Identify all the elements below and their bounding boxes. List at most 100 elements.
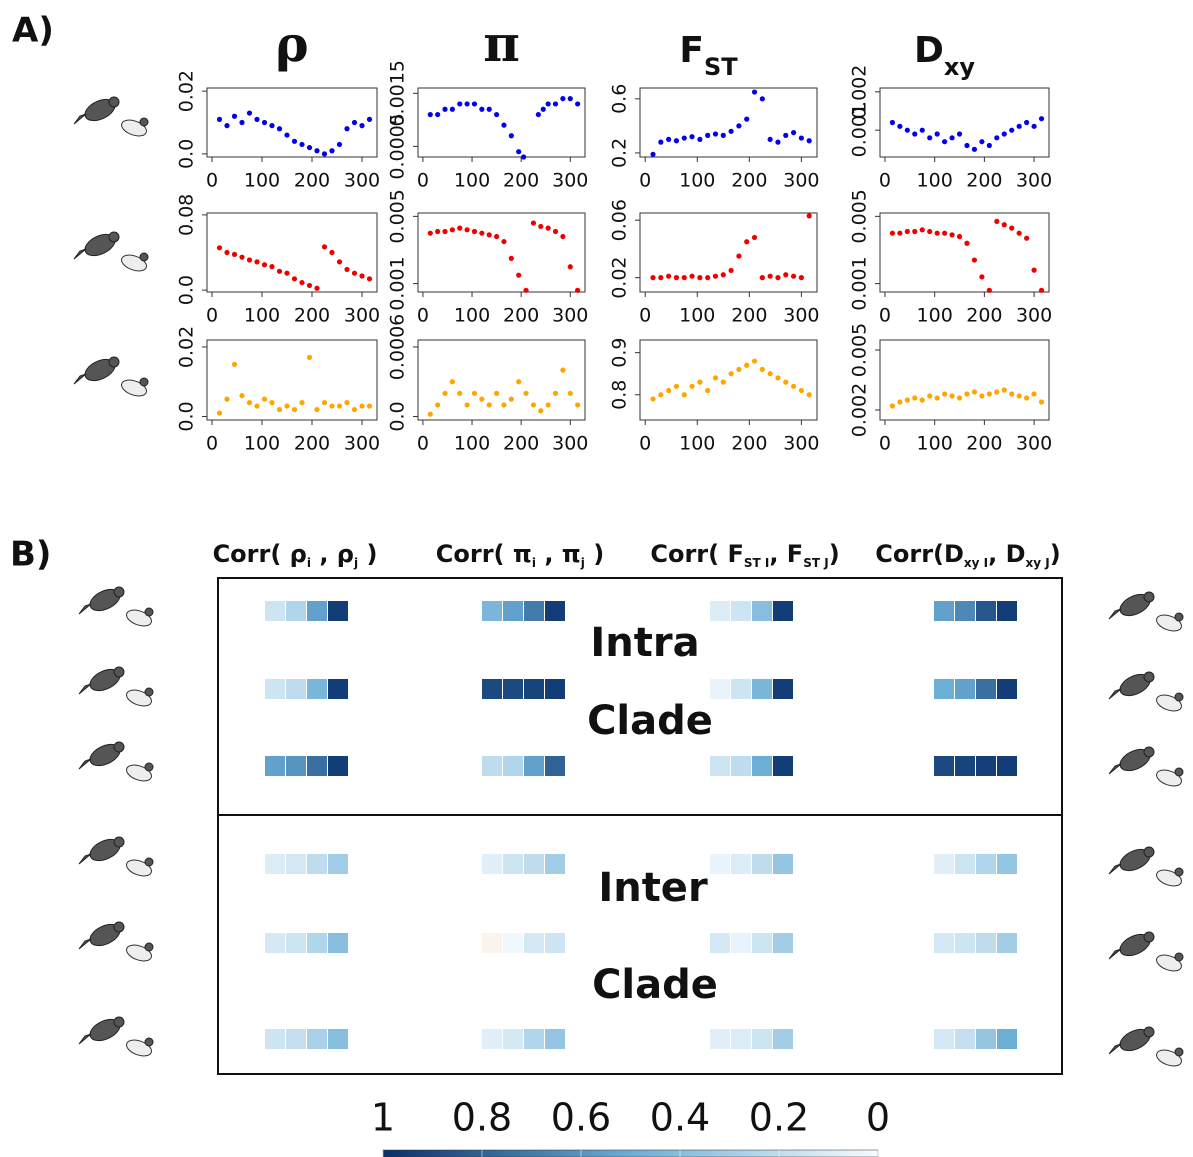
point — [457, 225, 463, 231]
header-part: i — [307, 556, 311, 570]
point — [949, 135, 955, 141]
point — [464, 227, 470, 233]
heat-cell — [934, 601, 954, 621]
point — [299, 400, 305, 406]
point — [934, 131, 940, 137]
point — [493, 390, 500, 396]
column-header: Corr( ρi , ρj ) — [213, 540, 378, 570]
header-part: j — [580, 556, 585, 570]
heat-cell — [752, 933, 772, 953]
point — [942, 139, 948, 145]
plot-frame — [417, 87, 586, 158]
x-tick-label: 100 — [454, 433, 490, 455]
heat-cell — [545, 756, 565, 776]
row-label: Intra — [590, 620, 699, 666]
point — [979, 393, 985, 399]
point — [783, 272, 789, 278]
point — [658, 392, 664, 398]
heat-cell — [976, 601, 996, 621]
point — [1001, 387, 1007, 393]
point — [366, 403, 373, 409]
point — [314, 285, 320, 291]
x-tick-label: 200 — [294, 170, 330, 192]
point — [728, 128, 734, 134]
point — [479, 230, 485, 236]
point — [904, 397, 910, 403]
point — [956, 233, 963, 240]
heat-cell — [286, 854, 306, 874]
point — [276, 126, 283, 132]
bird-icon — [78, 834, 155, 880]
heat-cell — [482, 756, 502, 776]
point — [552, 390, 559, 396]
point — [530, 220, 537, 226]
bird-icon — [73, 354, 150, 400]
x-tick-label: 100 — [679, 305, 715, 327]
title-main: F — [679, 30, 704, 71]
heat-cell — [328, 1029, 348, 1049]
header-part: ST I — [744, 556, 769, 570]
heat-cell — [955, 933, 975, 953]
point — [712, 273, 719, 279]
point — [435, 228, 441, 235]
heat-cell — [503, 601, 523, 621]
y-tick-label: 0.002 — [849, 65, 871, 119]
point — [994, 218, 1000, 225]
x-tick-label: 100 — [454, 170, 490, 192]
heat-cell — [307, 756, 327, 776]
x-tick-label: 300 — [552, 170, 588, 192]
y-tick-label: 0.02 — [609, 256, 631, 298]
point — [284, 132, 290, 138]
heat-cell — [773, 756, 793, 776]
point — [971, 257, 978, 263]
header-part: ) — [1050, 540, 1061, 568]
bird-icon — [73, 94, 150, 140]
point — [269, 123, 275, 129]
heat-cell — [545, 854, 565, 874]
point — [501, 238, 507, 245]
heat-cell — [976, 1029, 996, 1049]
point — [986, 287, 992, 293]
point — [545, 101, 551, 107]
point — [299, 279, 305, 286]
heat-cell — [934, 756, 954, 776]
x-tick-label: 200 — [294, 305, 330, 327]
x-tick-label: 300 — [783, 305, 819, 327]
point — [1024, 395, 1030, 401]
heat-cell — [503, 756, 523, 776]
point — [344, 266, 350, 273]
heat-cell — [524, 1029, 544, 1049]
point — [1016, 123, 1022, 129]
point — [276, 268, 283, 274]
bird-icon — [73, 229, 150, 275]
heat-cell — [307, 854, 327, 874]
x-tick-label: 0 — [879, 305, 891, 327]
point — [239, 119, 245, 126]
point — [464, 101, 470, 107]
point — [650, 151, 656, 157]
point — [530, 402, 537, 408]
column-header: Corr( πi , πj ) — [436, 540, 604, 570]
point — [790, 273, 797, 279]
point — [986, 391, 992, 397]
heat-cell — [286, 756, 306, 776]
point — [508, 255, 514, 261]
point — [689, 273, 695, 279]
row-label: Inter — [598, 865, 708, 911]
bird-icon — [1108, 844, 1185, 890]
y-tick-label: 0.0015 — [387, 60, 409, 126]
x-tick-label: 200 — [731, 305, 767, 327]
plot-frame — [639, 87, 818, 158]
header-part: , F — [769, 540, 803, 568]
point — [246, 257, 253, 263]
point — [720, 132, 726, 138]
point — [521, 154, 527, 160]
point — [759, 275, 765, 281]
point — [351, 119, 358, 126]
point — [712, 375, 719, 381]
point — [1009, 127, 1015, 133]
heat-cell — [265, 854, 285, 874]
x-tick-label: 100 — [917, 305, 953, 327]
heat-cell — [997, 679, 1017, 699]
heat-cell — [503, 1029, 523, 1049]
